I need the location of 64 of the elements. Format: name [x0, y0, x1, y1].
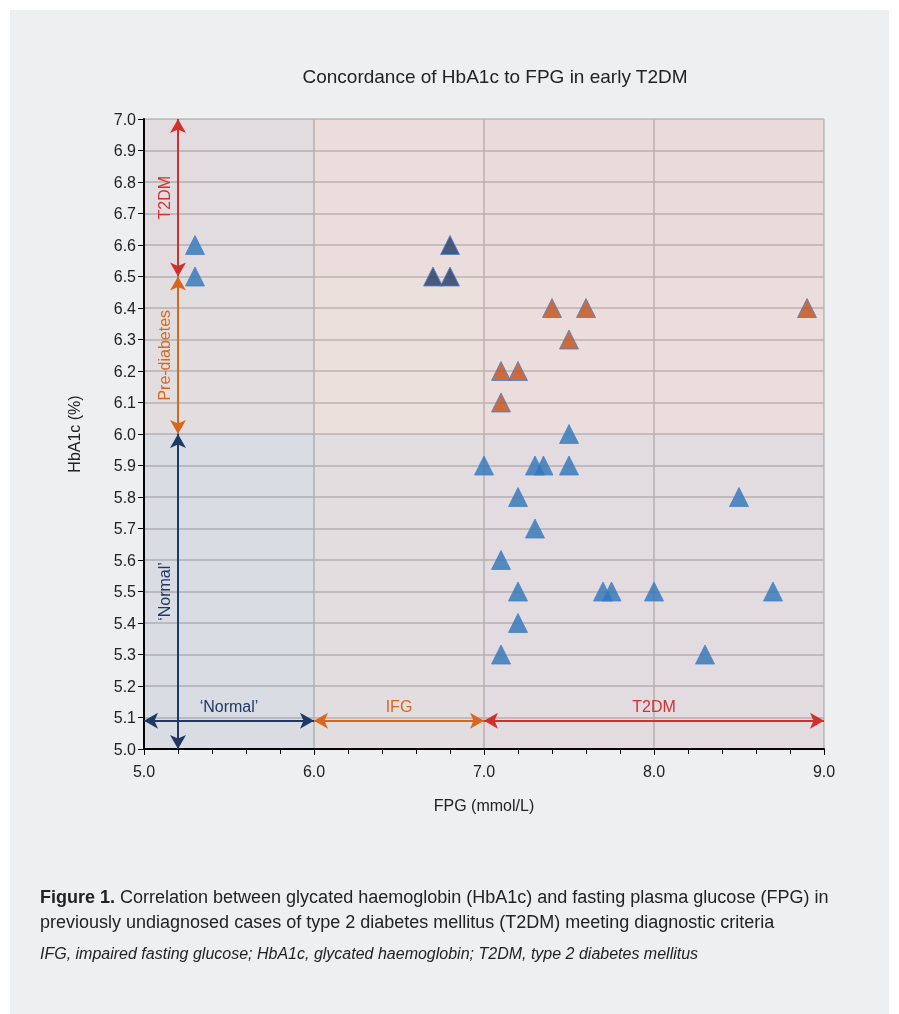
point	[508, 581, 528, 602]
point	[491, 361, 511, 381]
x-tick-label: 9.0	[812, 762, 836, 780]
y-tick-label: 6.2	[113, 362, 137, 380]
point	[491, 550, 511, 570]
point	[474, 455, 494, 476]
y-tick-label: 6.1	[113, 394, 137, 411]
band-label: IFG	[385, 698, 413, 716]
y-tick-label: 6.6	[113, 236, 137, 254]
point	[601, 581, 622, 602]
point	[525, 518, 545, 539]
point	[440, 235, 460, 255]
point	[508, 487, 528, 507]
point	[576, 298, 596, 318]
text: IFG, impaired fasting glucose; HbA1c, glycated haemoglobin; T2DM, type 2 diabetes mellitus	[40, 944, 700, 964]
x-tick-label: 6.0	[302, 762, 326, 780]
y-tick-label: 5.2	[113, 677, 137, 695]
point	[729, 487, 749, 507]
point	[491, 644, 511, 665]
y-tick-label: 6.9	[113, 142, 137, 159]
x-tick-label: 7.0	[472, 762, 496, 780]
point	[185, 235, 205, 255]
point	[797, 298, 817, 318]
point	[491, 392, 511, 413]
band-label: ‘Normal’	[155, 562, 173, 621]
point	[559, 455, 579, 476]
y-tick-label: 6.8	[113, 173, 137, 191]
y-tick-label: 6.0	[113, 425, 137, 443]
x-tick-label: 5.0	[132, 762, 156, 780]
y-tick-label: 5.6	[113, 551, 137, 569]
point	[695, 644, 715, 665]
point	[559, 424, 579, 444]
y-tick-label: 6.5	[113, 268, 137, 285]
y-tick-label: 5.1	[113, 709, 137, 726]
point	[644, 581, 664, 602]
x-tick-label: 8.0	[642, 762, 666, 780]
point	[763, 581, 783, 602]
band-label: ‘Normal’	[199, 698, 259, 716]
chart-title: Concordance of HbA1c to FPG in early T2DM	[302, 66, 688, 87]
y-tick-label: 6.4	[113, 299, 137, 317]
y-axis-title: HbA1c (%)	[65, 395, 83, 473]
point	[559, 329, 579, 350]
point	[423, 266, 443, 287]
y-tick-label: 6.3	[113, 331, 137, 348]
point	[440, 266, 460, 287]
band-label: T2DM	[155, 175, 173, 220]
y-tick-label: 5.3	[113, 646, 137, 663]
y-tick-label: 6.7	[113, 205, 137, 222]
y-tick-label: 5.5	[113, 583, 137, 600]
point	[542, 298, 562, 318]
point	[508, 361, 528, 381]
caption: Figure 1. Correlation between glycated haemoglobin (HbA1c) and fasting plasma glucose (FPG) in previously undiagnosed cases of type 2 diabetes mellitus (T2DM) meeting diagnostic criteria	[40, 886, 830, 934]
y-tick-label: 5.7	[113, 520, 137, 537]
y-tick-label: 5.4	[113, 614, 137, 632]
y-tick-label: 5.9	[113, 457, 137, 474]
x-axis-title: FPG (mmol/L)	[433, 796, 535, 814]
y-tick-label: 5.0	[113, 740, 137, 758]
y-tick-label: 5.8	[113, 488, 137, 506]
band-label: Pre-diabetes	[155, 309, 173, 401]
point	[508, 613, 528, 633]
point	[533, 455, 554, 476]
point	[185, 266, 205, 287]
y-tick-label: 7.0	[113, 110, 137, 128]
band-label: T2DM	[632, 698, 676, 716]
